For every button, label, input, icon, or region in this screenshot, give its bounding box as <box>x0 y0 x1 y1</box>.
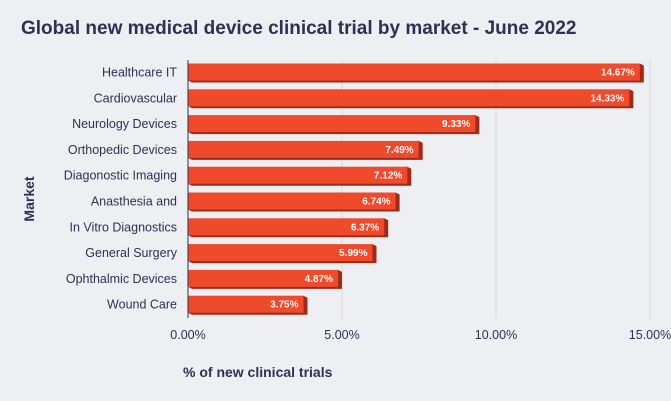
bar <box>188 218 385 236</box>
bar <box>188 166 408 184</box>
bar <box>188 63 640 81</box>
bar <box>188 295 304 313</box>
bar <box>188 140 419 158</box>
category-label: Neurology Devices <box>72 117 177 131</box>
data-label: 14.33% <box>590 93 624 104</box>
category-label: Anasthesia and <box>91 195 177 209</box>
data-label: 6.74% <box>362 197 390 208</box>
y-axis-title: Market <box>21 176 37 221</box>
category-label: Healthcare IT <box>102 66 177 80</box>
bar <box>188 115 476 133</box>
data-label: 9.33% <box>442 119 470 130</box>
data-label: 3.75% <box>270 300 298 311</box>
label-layer: 0.00% 5.00% 10.00% 15.00% 14.67% Healthcare I… <box>64 66 671 343</box>
bar <box>188 89 630 107</box>
data-label: 7.49% <box>385 145 413 156</box>
category-label: Diagonostic Imaging <box>64 169 177 183</box>
x-axis-title: % of new clinical trials <box>183 364 333 380</box>
bar <box>188 192 396 210</box>
x-tick-label: 0.00% <box>170 328 205 342</box>
category-label: Orthopedic Devices <box>68 143 177 157</box>
bar-layer <box>188 63 644 315</box>
data-label: 14.67% <box>601 68 635 79</box>
category-label: Ophthalmic Devices <box>66 272 177 286</box>
data-label: 4.87% <box>305 274 333 285</box>
category-label: Cardiovascular <box>94 91 177 105</box>
data-label: 5.99% <box>339 248 367 259</box>
bar <box>188 269 338 287</box>
chart-title: Global new medical device clinical trial… <box>21 18 577 39</box>
x-tick-label: 15.00% <box>629 328 671 342</box>
data-label: 7.12% <box>374 171 402 182</box>
data-label: 6.37% <box>351 222 379 233</box>
x-tick-label: 5.00% <box>324 328 359 342</box>
bar <box>188 244 373 262</box>
category-label: Wound Care <box>107 298 177 312</box>
x-tick-label: 10.00% <box>475 328 517 342</box>
category-label: In Vitro Diagnostics <box>70 220 177 234</box>
category-label: General Surgery <box>85 246 177 260</box>
